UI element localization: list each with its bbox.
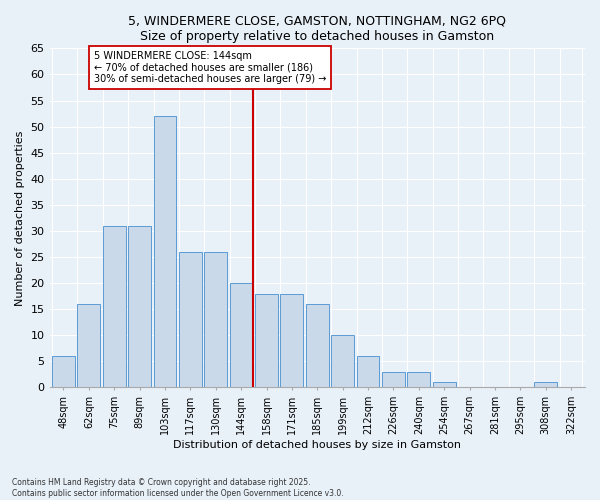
Bar <box>407 372 430 388</box>
Bar <box>306 304 329 388</box>
Bar <box>103 226 125 388</box>
Bar <box>382 372 405 388</box>
X-axis label: Distribution of detached houses by size in Gamston: Distribution of detached houses by size … <box>173 440 461 450</box>
Bar <box>230 283 253 388</box>
Bar <box>331 336 354 388</box>
Text: 5 WINDERMERE CLOSE: 144sqm
← 70% of detached houses are smaller (186)
30% of sem: 5 WINDERMERE CLOSE: 144sqm ← 70% of deta… <box>94 51 326 84</box>
Bar <box>433 382 455 388</box>
Bar <box>534 382 557 388</box>
Bar <box>128 226 151 388</box>
Bar <box>255 294 278 388</box>
Y-axis label: Number of detached properties: Number of detached properties <box>15 130 25 306</box>
Bar <box>179 252 202 388</box>
Bar <box>154 116 176 388</box>
Bar <box>356 356 379 388</box>
Bar <box>205 252 227 388</box>
Bar <box>52 356 75 388</box>
Title: 5, WINDERMERE CLOSE, GAMSTON, NOTTINGHAM, NG2 6PQ
Size of property relative to d: 5, WINDERMERE CLOSE, GAMSTON, NOTTINGHAM… <box>128 15 506 43</box>
Bar <box>280 294 304 388</box>
Bar <box>77 304 100 388</box>
Text: Contains HM Land Registry data © Crown copyright and database right 2025.
Contai: Contains HM Land Registry data © Crown c… <box>12 478 344 498</box>
